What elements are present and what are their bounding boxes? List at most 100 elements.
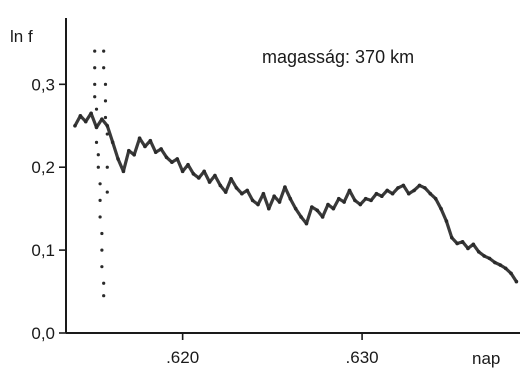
data-point xyxy=(143,144,147,149)
data-point xyxy=(127,148,131,153)
data-point xyxy=(326,202,330,207)
data-point xyxy=(310,205,314,209)
data-point xyxy=(455,241,459,246)
y-tick-label: 0,0 xyxy=(31,324,55,343)
data-point xyxy=(256,202,260,207)
scatter-point xyxy=(98,182,102,186)
scatter-point xyxy=(103,82,108,86)
data-point xyxy=(186,162,190,167)
data-point xyxy=(100,117,104,121)
x-tick-label: .630 xyxy=(346,348,379,367)
data-point xyxy=(78,114,83,118)
x-axis-label: nap xyxy=(472,349,500,368)
data-point xyxy=(83,119,88,124)
data-point xyxy=(476,249,481,254)
data-point xyxy=(299,215,303,219)
data-point xyxy=(223,190,228,194)
data-point xyxy=(73,123,77,128)
data-point xyxy=(207,180,212,184)
data-point xyxy=(116,157,120,161)
data-point xyxy=(503,266,508,271)
data-point xyxy=(428,191,433,196)
scatter-point xyxy=(102,294,106,298)
data-point xyxy=(374,191,379,196)
data-point xyxy=(277,200,282,204)
data-point xyxy=(385,188,390,193)
scatter-point xyxy=(102,49,106,53)
data-point xyxy=(304,221,309,226)
data-point xyxy=(121,169,126,174)
data-point xyxy=(369,198,373,203)
data-point xyxy=(353,198,357,203)
data-point xyxy=(153,150,158,155)
data-point xyxy=(498,263,503,267)
scatter-point xyxy=(105,132,109,136)
scatter-point xyxy=(93,49,97,53)
data-point xyxy=(250,198,255,203)
data-point xyxy=(288,196,293,201)
data-point xyxy=(482,254,486,258)
series-layer xyxy=(73,49,519,298)
data-point xyxy=(342,200,346,204)
data-point xyxy=(423,186,427,190)
scatter-point xyxy=(102,66,106,70)
scatter-point xyxy=(96,165,100,169)
data-point xyxy=(240,191,244,196)
data-point xyxy=(487,256,492,261)
data-point xyxy=(159,147,163,151)
scatter-point xyxy=(93,82,97,86)
data-point xyxy=(509,271,513,276)
scatter-point xyxy=(105,165,109,169)
scatter-point xyxy=(98,198,102,202)
data-point xyxy=(266,206,271,211)
data-point xyxy=(164,155,169,160)
data-point xyxy=(331,206,336,211)
data-point xyxy=(358,202,363,207)
data-point xyxy=(110,140,115,145)
data-point xyxy=(180,169,185,174)
scatter-point xyxy=(93,66,97,70)
scatter-point xyxy=(105,190,109,194)
data-point xyxy=(460,240,465,244)
data-point xyxy=(89,111,93,116)
scatter-point xyxy=(100,248,104,252)
data-point xyxy=(466,246,470,251)
ticks: 0,0 0,1 0,2 0,3 .620 .630 xyxy=(31,75,378,367)
y-tick-label: 0,3 xyxy=(31,75,55,94)
scatter-point xyxy=(94,140,99,144)
data-point xyxy=(234,186,239,190)
data-point xyxy=(105,123,110,128)
scatter-point xyxy=(98,215,102,219)
data-point xyxy=(347,188,352,193)
scatter-point xyxy=(96,153,100,157)
data-point xyxy=(396,186,400,190)
data-point xyxy=(380,194,384,199)
data-point xyxy=(218,183,223,188)
data-point xyxy=(175,157,180,161)
data-point xyxy=(444,219,449,223)
scatter-point xyxy=(93,95,97,99)
data-point xyxy=(170,160,174,165)
data-point xyxy=(320,215,325,219)
data-point xyxy=(213,173,217,178)
scatter-point xyxy=(102,281,106,285)
data-point xyxy=(245,188,250,193)
data-point xyxy=(293,206,298,211)
data-point xyxy=(493,260,497,265)
data-point xyxy=(191,172,196,176)
data-point xyxy=(202,169,206,174)
scatter-point xyxy=(100,265,104,269)
y-tick-label: 0,1 xyxy=(31,241,55,260)
data-point xyxy=(406,191,411,196)
y-axis-label: ln f xyxy=(10,27,33,46)
data-point xyxy=(412,188,416,193)
data-point xyxy=(132,152,136,157)
data-point xyxy=(196,176,201,180)
data-point xyxy=(439,206,443,211)
data-point xyxy=(272,194,276,199)
data-point xyxy=(401,183,406,188)
data-point xyxy=(363,196,368,201)
data-point xyxy=(283,185,287,189)
scatter-point xyxy=(94,124,99,128)
